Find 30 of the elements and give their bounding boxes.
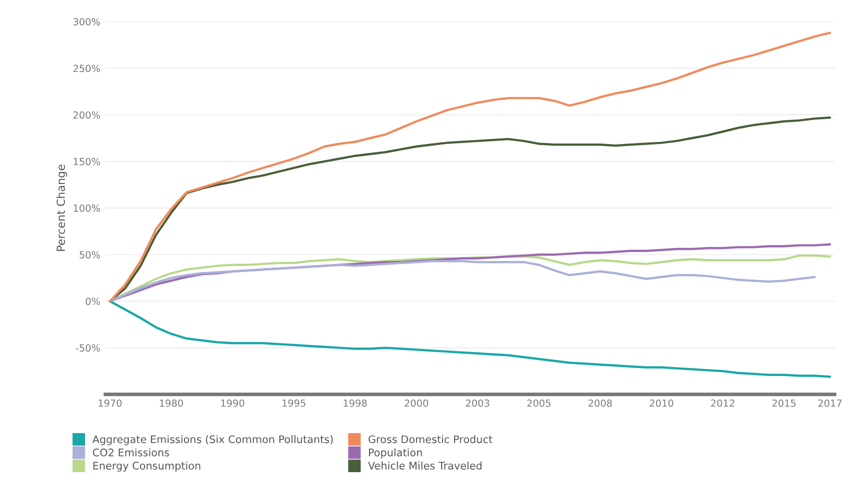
y-tick-label: 0% [86, 298, 100, 306]
y-tick-label: 50% [80, 251, 100, 258]
legend-label: Vehicle Miles Traveled [368, 462, 482, 470]
legend-label: Energy Consumption [93, 462, 200, 472]
x-tick-label: 2017 [818, 399, 842, 407]
y-axis-title: Percent Change [56, 164, 68, 251]
x-tick-label: 2003 [466, 399, 490, 407]
x-tick-label: 2000 [404, 399, 428, 407]
y-tick-label: -50% [76, 344, 100, 352]
x-tick-label: 1980 [160, 399, 183, 407]
x-tick-label: 2015 [772, 399, 796, 407]
x-tick-label: 2008 [588, 399, 612, 407]
legend-label: Aggregate Emissions (Six Common Pollutants) [92, 435, 333, 446]
legend-label: CO2 Emissions [92, 448, 170, 456]
y-tick-label: 150% [74, 158, 100, 166]
x-tick-label: 1998 [344, 399, 367, 407]
x-tick-label: 2005 [527, 399, 550, 407]
x-tick-label: 1990 [221, 399, 244, 407]
y-tick-label: 100% [74, 204, 100, 212]
y-tick-label: 250% [73, 64, 100, 72]
x-tick-label: 1995 [282, 399, 306, 407]
legend-label: Gross Domestic Product [368, 435, 492, 444]
x-tick-label: 2010 [650, 399, 674, 407]
legend-label: Population [369, 448, 422, 458]
line-series [108, 300, 832, 378]
y-tick-label: 200% [73, 111, 100, 119]
line-series [108, 32, 832, 302]
x-tick-label: 2012 [711, 399, 734, 407]
x-tick-label: 1970 [98, 399, 122, 407]
y-tick-label: 300% [73, 18, 100, 26]
